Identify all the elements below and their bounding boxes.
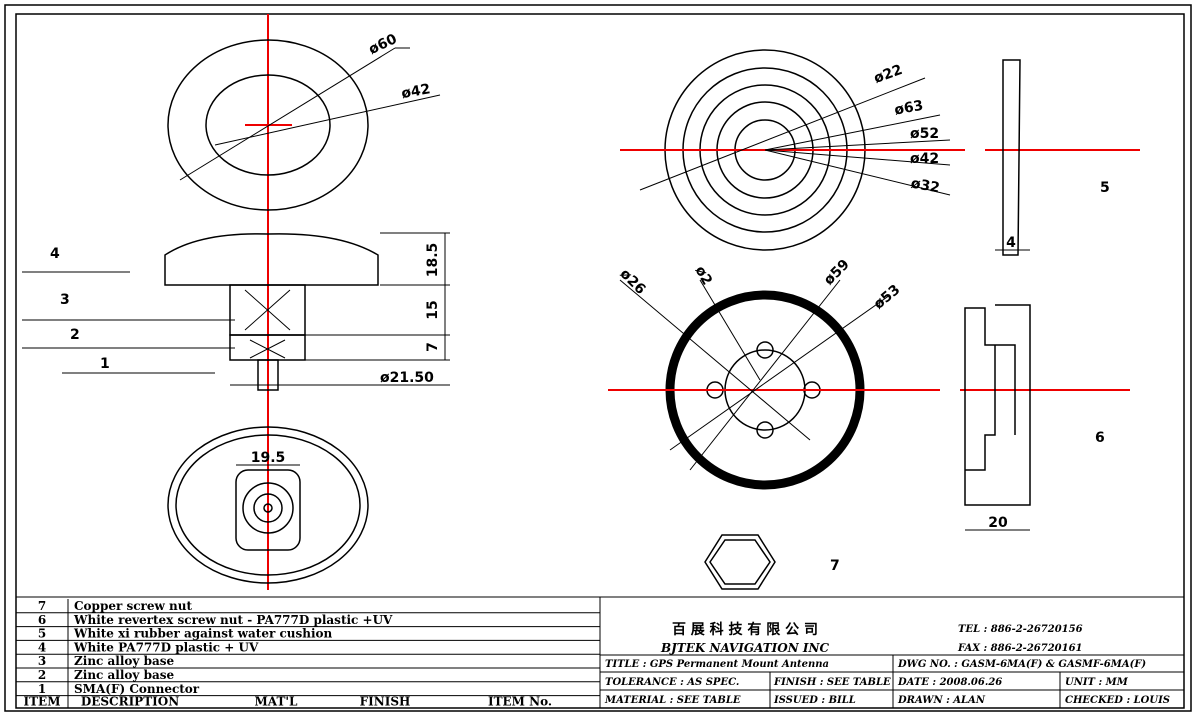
dimension: ø21.50 bbox=[380, 370, 434, 386]
dimension: ø32 bbox=[910, 176, 941, 197]
dimension: ø2 bbox=[692, 263, 716, 288]
dimension: ø60 bbox=[366, 31, 399, 58]
material: MATERIAL : SEE TABLE bbox=[604, 695, 741, 706]
dimension: ø59 bbox=[821, 257, 853, 289]
tolerance: TOLERANCE : AS SPEC. bbox=[605, 677, 739, 688]
description: White revertex screw nut - PA777D plasti… bbox=[73, 613, 393, 627]
unit: UNIT : MM bbox=[1065, 677, 1129, 688]
callout: 5 bbox=[1100, 180, 1110, 196]
date: DATE : 2008.06.26 bbox=[897, 677, 1002, 688]
dimension: 18.5 bbox=[425, 243, 441, 278]
left-views: 4 3 2 1 ø60 ø42 18.5 15 7 ø21.50 19.5 bbox=[22, 14, 450, 590]
item-number: 3 bbox=[38, 654, 46, 668]
header-cell: ITEM bbox=[24, 695, 61, 709]
dimension: 7 bbox=[425, 342, 441, 352]
dimension: ø22 bbox=[872, 62, 905, 87]
company-cn: 百 展 科 技 有 限 公 司 bbox=[672, 621, 818, 638]
description: White xi rubber against water cushion bbox=[73, 627, 333, 641]
drawn: DRAWN : ALAN bbox=[897, 695, 986, 706]
dimension: ø52 bbox=[910, 126, 939, 142]
dwg-no: DWG NO. : GASM-6MA(F) & GASMF-6MA(F) bbox=[897, 659, 1146, 670]
item-number: 2 bbox=[38, 668, 46, 682]
drawing: 4 3 2 1 ø60 ø42 18.5 15 7 ø21.50 19.5 ø2… bbox=[0, 0, 1196, 716]
dimension: 19.5 bbox=[251, 450, 286, 466]
dimension: ø53 bbox=[871, 282, 904, 313]
callout: 2 bbox=[70, 327, 80, 343]
header-cell: ITEM No. bbox=[488, 695, 552, 709]
title: TITLE : GPS Permanent Mount Antenna bbox=[605, 659, 829, 670]
dimension: 20 bbox=[988, 515, 1008, 531]
fax: FAX : 886-2-26720161 bbox=[957, 643, 1082, 654]
finish: FINISH : SEE TABLE bbox=[773, 677, 891, 688]
callout: 3 bbox=[60, 292, 70, 308]
issued: ISSUED : BILL bbox=[773, 695, 856, 706]
description: Copper screw nut bbox=[74, 599, 192, 613]
tel: TEL : 886-2-26720156 bbox=[958, 624, 1083, 635]
dimension: ø63 bbox=[893, 98, 924, 119]
title-block: 百 展 科 技 有 限 公 司 BJTEK NAVIGATION INC TEL… bbox=[600, 621, 1184, 708]
description: Zinc alloy base bbox=[74, 654, 174, 668]
company-en: BJTEK NAVIGATION INC bbox=[660, 641, 829, 655]
header-cell: DESCRIPTION bbox=[81, 695, 179, 709]
item-number: 5 bbox=[38, 627, 46, 641]
item-number: 6 bbox=[38, 613, 46, 627]
dimension: 15 bbox=[425, 300, 441, 319]
item-number: 4 bbox=[38, 640, 46, 654]
description: White PA777D plastic + UV bbox=[73, 640, 259, 654]
dimension: 4 bbox=[1006, 235, 1016, 251]
item-number: 7 bbox=[38, 599, 46, 613]
dimension: ø26 bbox=[617, 266, 649, 298]
parts-list: 7 Copper screw nut 6 White revertex screw n… bbox=[16, 599, 600, 709]
callout: 4 bbox=[50, 246, 60, 262]
cushion-views: ø22 ø63 ø52 ø42 ø32 4 5 bbox=[620, 50, 1140, 255]
callout: 1 bbox=[100, 356, 110, 372]
callout: 6 bbox=[1095, 430, 1105, 446]
header-cell: MAT'L bbox=[255, 695, 299, 709]
base-views: ø26 ø2 ø59 ø53 20 6 7 bbox=[608, 257, 1130, 589]
header-cell: FINISH bbox=[360, 695, 411, 709]
description: Zinc alloy base bbox=[74, 668, 174, 682]
callout: 7 bbox=[830, 558, 840, 574]
dimension: ø42 bbox=[910, 151, 939, 167]
checked: CHECKED : LOUIS bbox=[1065, 695, 1170, 706]
dimension: ø42 bbox=[400, 81, 431, 102]
